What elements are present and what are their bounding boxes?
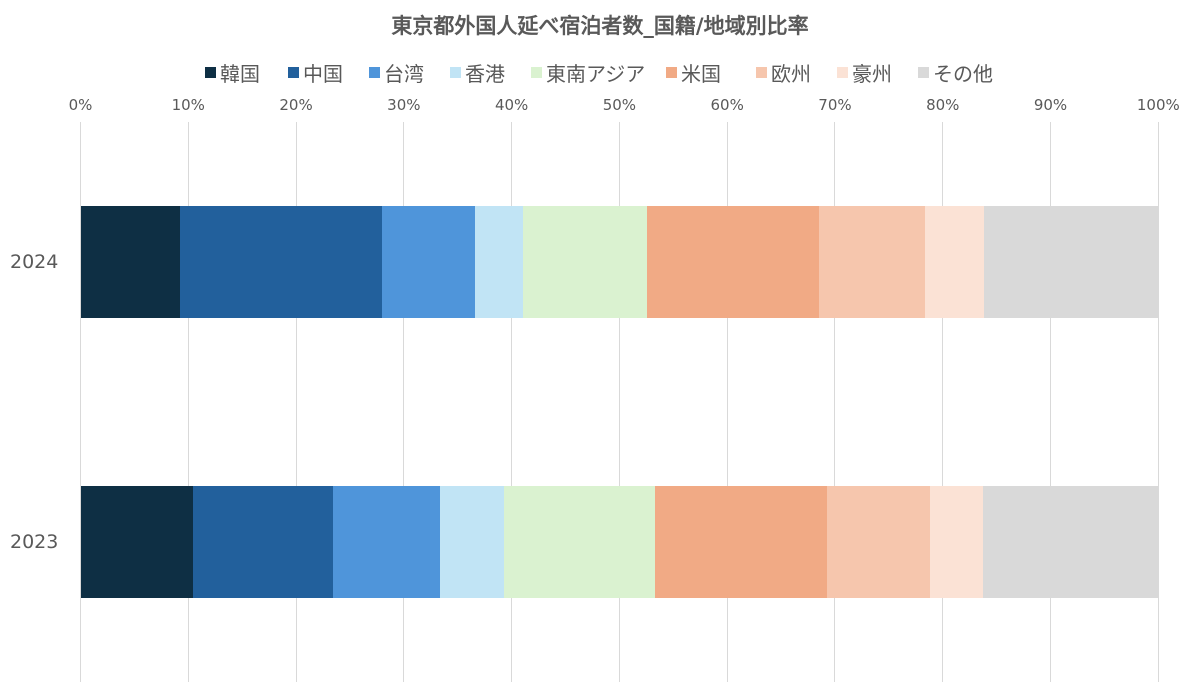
y-category-label: 2024 bbox=[10, 251, 59, 273]
bar-segment[interactable] bbox=[474, 206, 524, 318]
legend-swatch-icon bbox=[918, 67, 929, 78]
gridline bbox=[80, 122, 81, 682]
bar-segment[interactable] bbox=[818, 206, 926, 318]
legend-swatch-icon bbox=[531, 67, 542, 78]
legend-label: その他 bbox=[933, 62, 993, 86]
gridline bbox=[295, 122, 297, 682]
legend-label: 韓国 bbox=[220, 62, 260, 86]
bar-segment[interactable] bbox=[332, 486, 441, 598]
legend-item: 香港 bbox=[450, 58, 505, 87]
legend-item: 韓国 bbox=[205, 58, 260, 87]
gridline bbox=[942, 122, 944, 682]
legend-item: 米国 bbox=[666, 58, 721, 87]
bar-segment[interactable] bbox=[827, 486, 930, 598]
gridline bbox=[403, 122, 405, 682]
legend-item: 中国 bbox=[288, 58, 343, 87]
x-tick-label: 20% bbox=[279, 96, 313, 114]
legend-swatch-icon bbox=[666, 67, 677, 78]
bar-2023 bbox=[80, 486, 1159, 598]
legend-swatch-icon bbox=[756, 67, 767, 78]
gridline bbox=[1050, 122, 1052, 682]
bar-2024 bbox=[80, 206, 1159, 318]
bar-segment[interactable] bbox=[983, 206, 1159, 318]
gridline bbox=[187, 122, 189, 682]
x-tick-label: 30% bbox=[387, 96, 421, 114]
legend-swatch-icon bbox=[205, 67, 216, 78]
bar-segment[interactable] bbox=[179, 206, 383, 318]
gridline bbox=[1157, 122, 1159, 682]
bar-segment[interactable] bbox=[647, 206, 819, 318]
x-tick-label: 0% bbox=[68, 96, 93, 114]
gridline bbox=[834, 122, 836, 682]
x-tick-label: 10% bbox=[171, 96, 205, 114]
gridline bbox=[511, 122, 513, 682]
legend-label: 台湾 bbox=[384, 62, 424, 86]
plot-area bbox=[80, 0, 1159, 700]
x-tick-label: 40% bbox=[494, 96, 529, 114]
legend-label: 豪州 bbox=[852, 62, 892, 86]
chart-title: 東京都外国人延べ宿泊者数_国籍/地域別比率 bbox=[391, 14, 809, 38]
legend-label: 東南アジア bbox=[546, 62, 646, 86]
bar-segment[interactable] bbox=[440, 486, 505, 598]
bar-segment[interactable] bbox=[925, 206, 984, 318]
bar-segment[interactable] bbox=[929, 486, 983, 598]
bar-segment[interactable] bbox=[382, 206, 475, 318]
legend-item: その他 bbox=[918, 58, 993, 87]
x-tick-label: 60% bbox=[710, 96, 744, 114]
legend-label: 香港 bbox=[465, 62, 505, 86]
legend-item: 東南アジア bbox=[531, 58, 645, 87]
y-category-label: 2023 bbox=[10, 531, 59, 553]
x-tick-label: 50% bbox=[602, 96, 637, 114]
legend-label: 中国 bbox=[303, 62, 343, 86]
legend-label: 欧州 bbox=[771, 62, 811, 86]
bar-segment[interactable] bbox=[654, 486, 828, 598]
legend-swatch-icon bbox=[450, 67, 461, 78]
legend-swatch-icon bbox=[837, 67, 848, 78]
bar-segment[interactable] bbox=[80, 486, 193, 598]
x-tick-label: 90% bbox=[1033, 96, 1068, 114]
gridline bbox=[618, 122, 620, 682]
gridline bbox=[726, 122, 728, 682]
bar-segment[interactable] bbox=[504, 486, 655, 598]
legend-item: 台湾 bbox=[369, 58, 424, 87]
legend-swatch-icon bbox=[369, 67, 380, 78]
bar-segment[interactable] bbox=[982, 486, 1159, 598]
bar-segment[interactable] bbox=[192, 486, 333, 598]
x-tick-label: 70% bbox=[818, 96, 852, 114]
bar-segment[interactable] bbox=[80, 206, 180, 318]
legend-item: 欧州 bbox=[756, 58, 811, 87]
bar-segment[interactable] bbox=[523, 206, 648, 318]
legend-label: 米国 bbox=[681, 62, 721, 86]
legend-swatch-icon bbox=[288, 67, 299, 78]
chart-legend: 韓国 中国 台湾 香港 東南アジア 米国 欧州 豪州 その他 bbox=[0, 58, 1200, 86]
x-tick-label: 100% bbox=[1136, 96, 1180, 114]
x-tick-label: 80% bbox=[926, 96, 960, 114]
legend-item: 豪州 bbox=[837, 58, 892, 87]
